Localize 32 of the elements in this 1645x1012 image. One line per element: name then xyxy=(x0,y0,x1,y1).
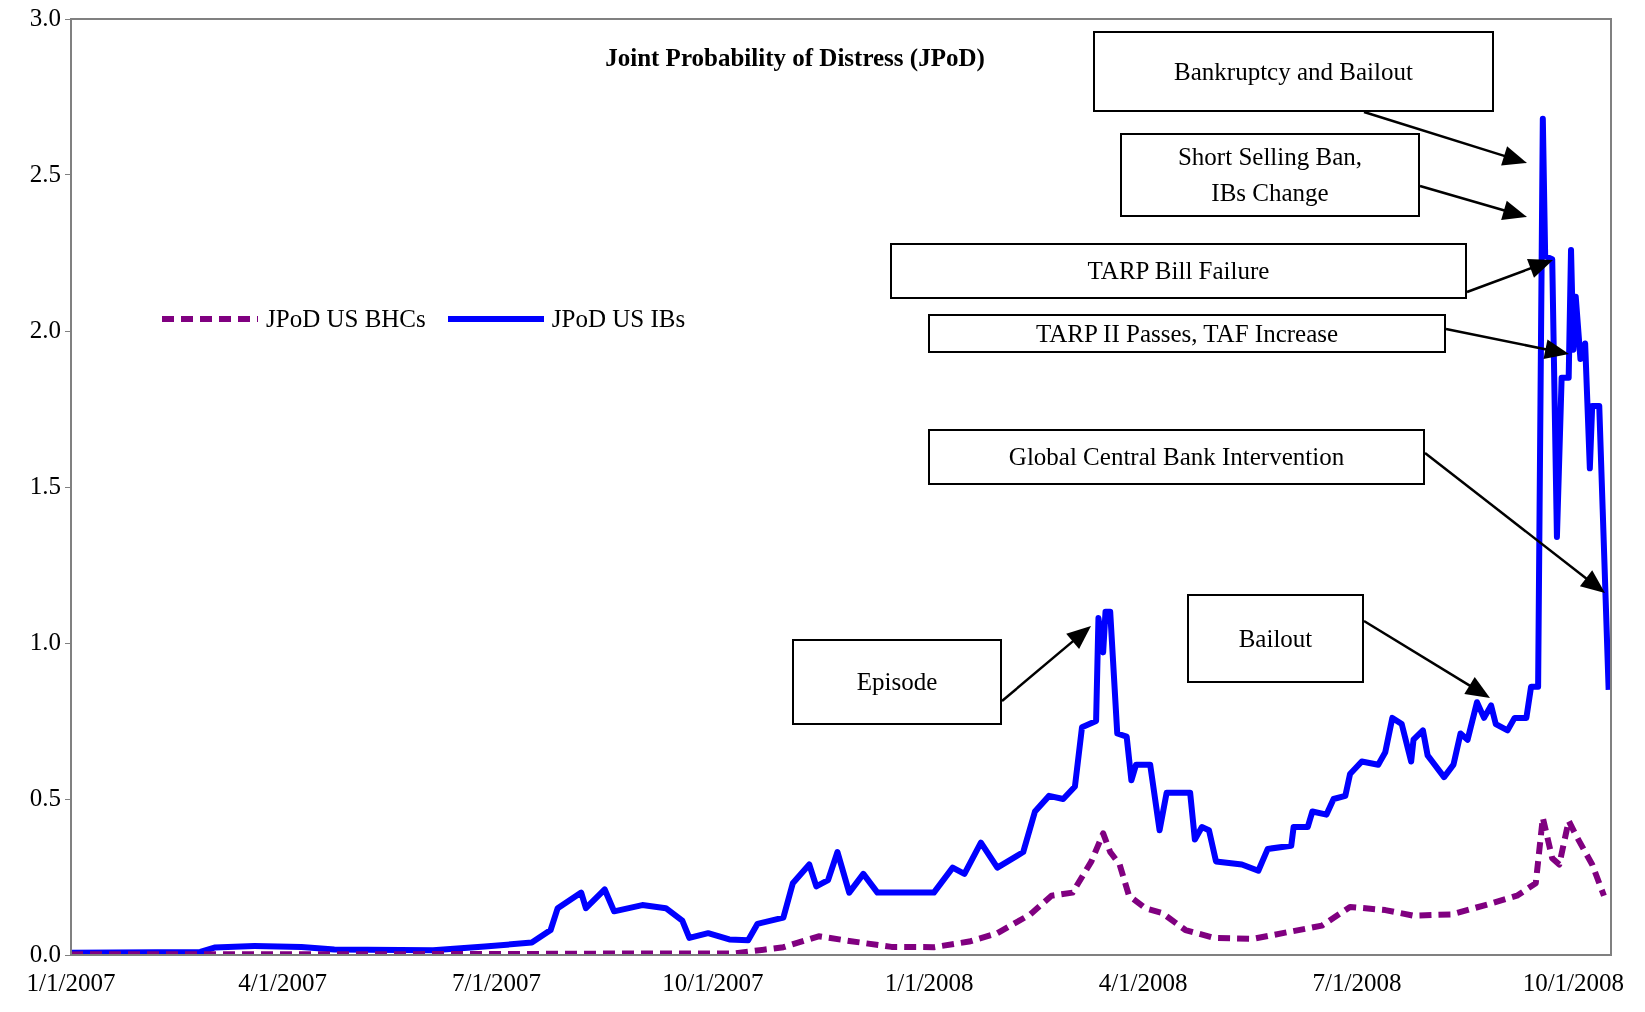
callout-box: Global Central Bank Intervention xyxy=(928,429,1425,485)
x-tick-label: 1/1/2008 xyxy=(884,968,974,996)
annotation: TARP Bill Failure xyxy=(1087,256,1270,286)
callout-box: TARP Bill Failure xyxy=(890,243,1467,299)
x-tick-label: 7/1/2007 xyxy=(452,968,542,996)
legend-label: JPoD US IBs xyxy=(551,305,686,333)
annotation: Global Central Bank Intervention xyxy=(1008,442,1345,472)
y-tick-label: 0.5 xyxy=(29,783,61,811)
x-tick-label: 10/1/2007 xyxy=(662,968,764,996)
x-tick-label: 10/1/2008 xyxy=(1522,968,1625,996)
x-tick-label: 4/1/2008 xyxy=(1098,968,1188,996)
y-tick-label: 0.0 xyxy=(29,939,61,967)
y-tick-label: 1.5 xyxy=(29,471,61,499)
callout-box: Bailout xyxy=(1187,594,1364,683)
annotation: Bailout xyxy=(1238,623,1313,654)
text: Joint Probability of Distress (JPoD) xyxy=(604,44,986,72)
annotation: TARP II Passes, TAF Increase xyxy=(1035,318,1339,349)
callout-box: Bankruptcy and Bailout xyxy=(1093,31,1494,112)
callout-box: Episode xyxy=(792,639,1002,725)
y-tick-label: 2.5 xyxy=(29,159,61,187)
annotation: Bankruptcy and Bailout xyxy=(1174,56,1413,87)
y-tick-label: 1.0 xyxy=(29,627,61,655)
annotation: Episode xyxy=(856,667,938,697)
x-tick-label: 1/1/2007 xyxy=(26,968,116,996)
annotation: Short Selling Ban, IBs Change xyxy=(1176,142,1363,208)
callout-box: Short Selling Ban, IBs Change xyxy=(1120,133,1420,217)
x-tick-label: 7/1/2008 xyxy=(1312,968,1402,996)
legend-label: JPoD US BHCs xyxy=(266,305,426,333)
y-tick-label: 2.0 xyxy=(29,315,61,343)
y-tick-label: 3.0 xyxy=(29,3,61,31)
x-tick-label: 4/1/2007 xyxy=(238,968,328,996)
callout-box: TARP II Passes, TAF Increase xyxy=(928,314,1446,353)
